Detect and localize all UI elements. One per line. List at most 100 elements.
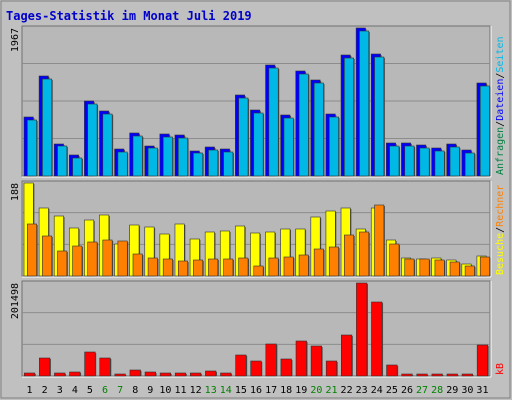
x-axis-day-label: 30 xyxy=(461,385,473,396)
bar-kb-day-1 xyxy=(23,372,36,377)
bar-rechner-day-17 xyxy=(268,257,279,277)
bar-rechner-day-14 xyxy=(223,258,234,277)
bar-kb-day-10 xyxy=(159,372,172,377)
x-axis-day-label: 26 xyxy=(401,385,413,396)
x-axis-day-label: 21 xyxy=(325,385,337,396)
bar-rechner-day-4 xyxy=(72,245,83,277)
bar-rechner-day-19 xyxy=(298,254,309,277)
bar-rechner-day-20 xyxy=(313,248,324,277)
bar-seiten-day-6 xyxy=(102,113,113,177)
bar-kb-day-11 xyxy=(174,372,187,377)
x-axis-day-label: 15 xyxy=(235,385,247,396)
bar-seiten-day-16 xyxy=(253,112,264,177)
bar-seiten-day-15 xyxy=(238,97,249,177)
bar-kb-day-14 xyxy=(220,372,232,377)
bar-rechner-day-1 xyxy=(27,223,37,277)
bar-kb-day-28 xyxy=(431,373,443,377)
legend-item: Dateien xyxy=(495,79,506,121)
bar-kb-day-22 xyxy=(340,334,353,377)
bar-kb-day-20 xyxy=(310,345,322,377)
bar-kb-day-30 xyxy=(461,373,473,377)
x-axis-day-label: 24 xyxy=(371,385,383,396)
bar-seiten-day-18 xyxy=(283,117,294,177)
bar-seiten-day-20 xyxy=(313,82,324,177)
bar-seiten-day-24 xyxy=(374,56,385,177)
bar-rechner-day-30 xyxy=(464,265,475,277)
x-axis-day-label: 11 xyxy=(174,385,186,396)
bar-rechner-day-21 xyxy=(328,246,339,277)
bar-kb-day-9 xyxy=(144,371,156,377)
x-axis-day-label: 29 xyxy=(446,385,458,396)
bar-rechner-day-9 xyxy=(147,257,158,277)
bar-kb-day-3 xyxy=(54,372,66,377)
bar-seiten-day-8 xyxy=(132,135,143,177)
bar-kb-day-15 xyxy=(235,354,247,377)
x-axis-day-label: 6 xyxy=(102,385,108,396)
bar-seiten-day-25 xyxy=(389,145,400,177)
bar-kb-day-24 xyxy=(371,301,383,377)
bar-kb-day-26 xyxy=(401,373,413,377)
bar-seiten-day-27 xyxy=(419,147,430,177)
chart-panel-2: 188 Besuche/Rechner xyxy=(10,180,506,278)
legend-item: / xyxy=(495,227,506,233)
legend-item: / xyxy=(495,121,506,127)
bar-kb-day-13 xyxy=(205,370,217,377)
bar-rechner-day-26 xyxy=(404,258,415,277)
x-axis-day-label: 1 xyxy=(27,385,33,396)
bar-rechner-day-25 xyxy=(389,243,400,277)
bar-kb-day-18 xyxy=(280,358,292,377)
x-axis-day-label: 10 xyxy=(159,385,171,396)
bar-kb-day-7 xyxy=(114,373,126,377)
legend-item: / xyxy=(495,73,506,79)
bar-seiten-day-22 xyxy=(344,57,355,177)
x-axis-day-label: 4 xyxy=(72,385,78,396)
bar-kb-day-31 xyxy=(476,344,489,377)
bar-seiten-day-17 xyxy=(268,67,279,177)
bar-rechner-day-24 xyxy=(374,204,385,277)
bar-rechner-day-27 xyxy=(419,258,430,277)
bar-seiten-day-3 xyxy=(57,145,68,177)
bar-kb-day-5 xyxy=(84,351,96,377)
bar-rechner-day-18 xyxy=(283,256,294,277)
bar-seiten-day-4 xyxy=(72,157,83,177)
legend-bottom: kB xyxy=(495,363,506,375)
chart-panel-3: 201498 kB xyxy=(10,280,506,378)
x-axis-day-label: 3 xyxy=(57,385,63,396)
x-axis-day-label: 8 xyxy=(132,385,138,396)
x-axis-day-label: 14 xyxy=(220,385,232,396)
legend-item: Rechner xyxy=(495,185,506,227)
legend-item: Seiten xyxy=(495,36,506,72)
x-axis-day-label: 16 xyxy=(250,385,262,396)
bar-seiten-day-13 xyxy=(208,149,219,177)
x-axis-day-label: 22 xyxy=(341,385,353,396)
bar-seiten-day-26 xyxy=(404,145,415,177)
bar-rechner-day-10 xyxy=(162,258,173,277)
bar-kb-day-29 xyxy=(446,373,458,377)
y-axis-max-label: 188 xyxy=(10,183,21,201)
x-axis-day-label: 17 xyxy=(265,385,277,396)
bar-kb-day-8 xyxy=(129,369,141,377)
bar-kb-day-27 xyxy=(416,373,428,377)
bar-kb-day-2 xyxy=(39,357,51,377)
bar-seiten-day-12 xyxy=(193,152,204,177)
y-axis-max-label: 1967 xyxy=(10,28,21,52)
x-axis-day-label: 18 xyxy=(280,385,292,396)
bar-rechner-day-11 xyxy=(177,260,188,277)
legend-middle: Besuche/Rechner xyxy=(495,185,506,275)
bar-rechner-day-6 xyxy=(102,239,113,277)
bar-rechner-day-16 xyxy=(253,265,264,277)
bar-kb-day-12 xyxy=(190,372,202,377)
bar-kb-day-6 xyxy=(99,357,111,377)
x-axis-day-label: 2 xyxy=(42,385,48,396)
bar-kb-day-23 xyxy=(356,282,368,377)
x-axis-day-label: 20 xyxy=(310,385,322,396)
x-axis-day-label: 19 xyxy=(295,385,307,396)
bar-seiten-day-23 xyxy=(359,30,370,177)
bar-kb-day-4 xyxy=(69,371,81,377)
bar-seiten-day-21 xyxy=(328,116,339,177)
legend-item: Anfragen xyxy=(495,127,506,175)
bar-seiten-day-10 xyxy=(162,136,173,177)
chart-title: Tages-Statistik im Monat Juli 2019 xyxy=(6,9,252,23)
